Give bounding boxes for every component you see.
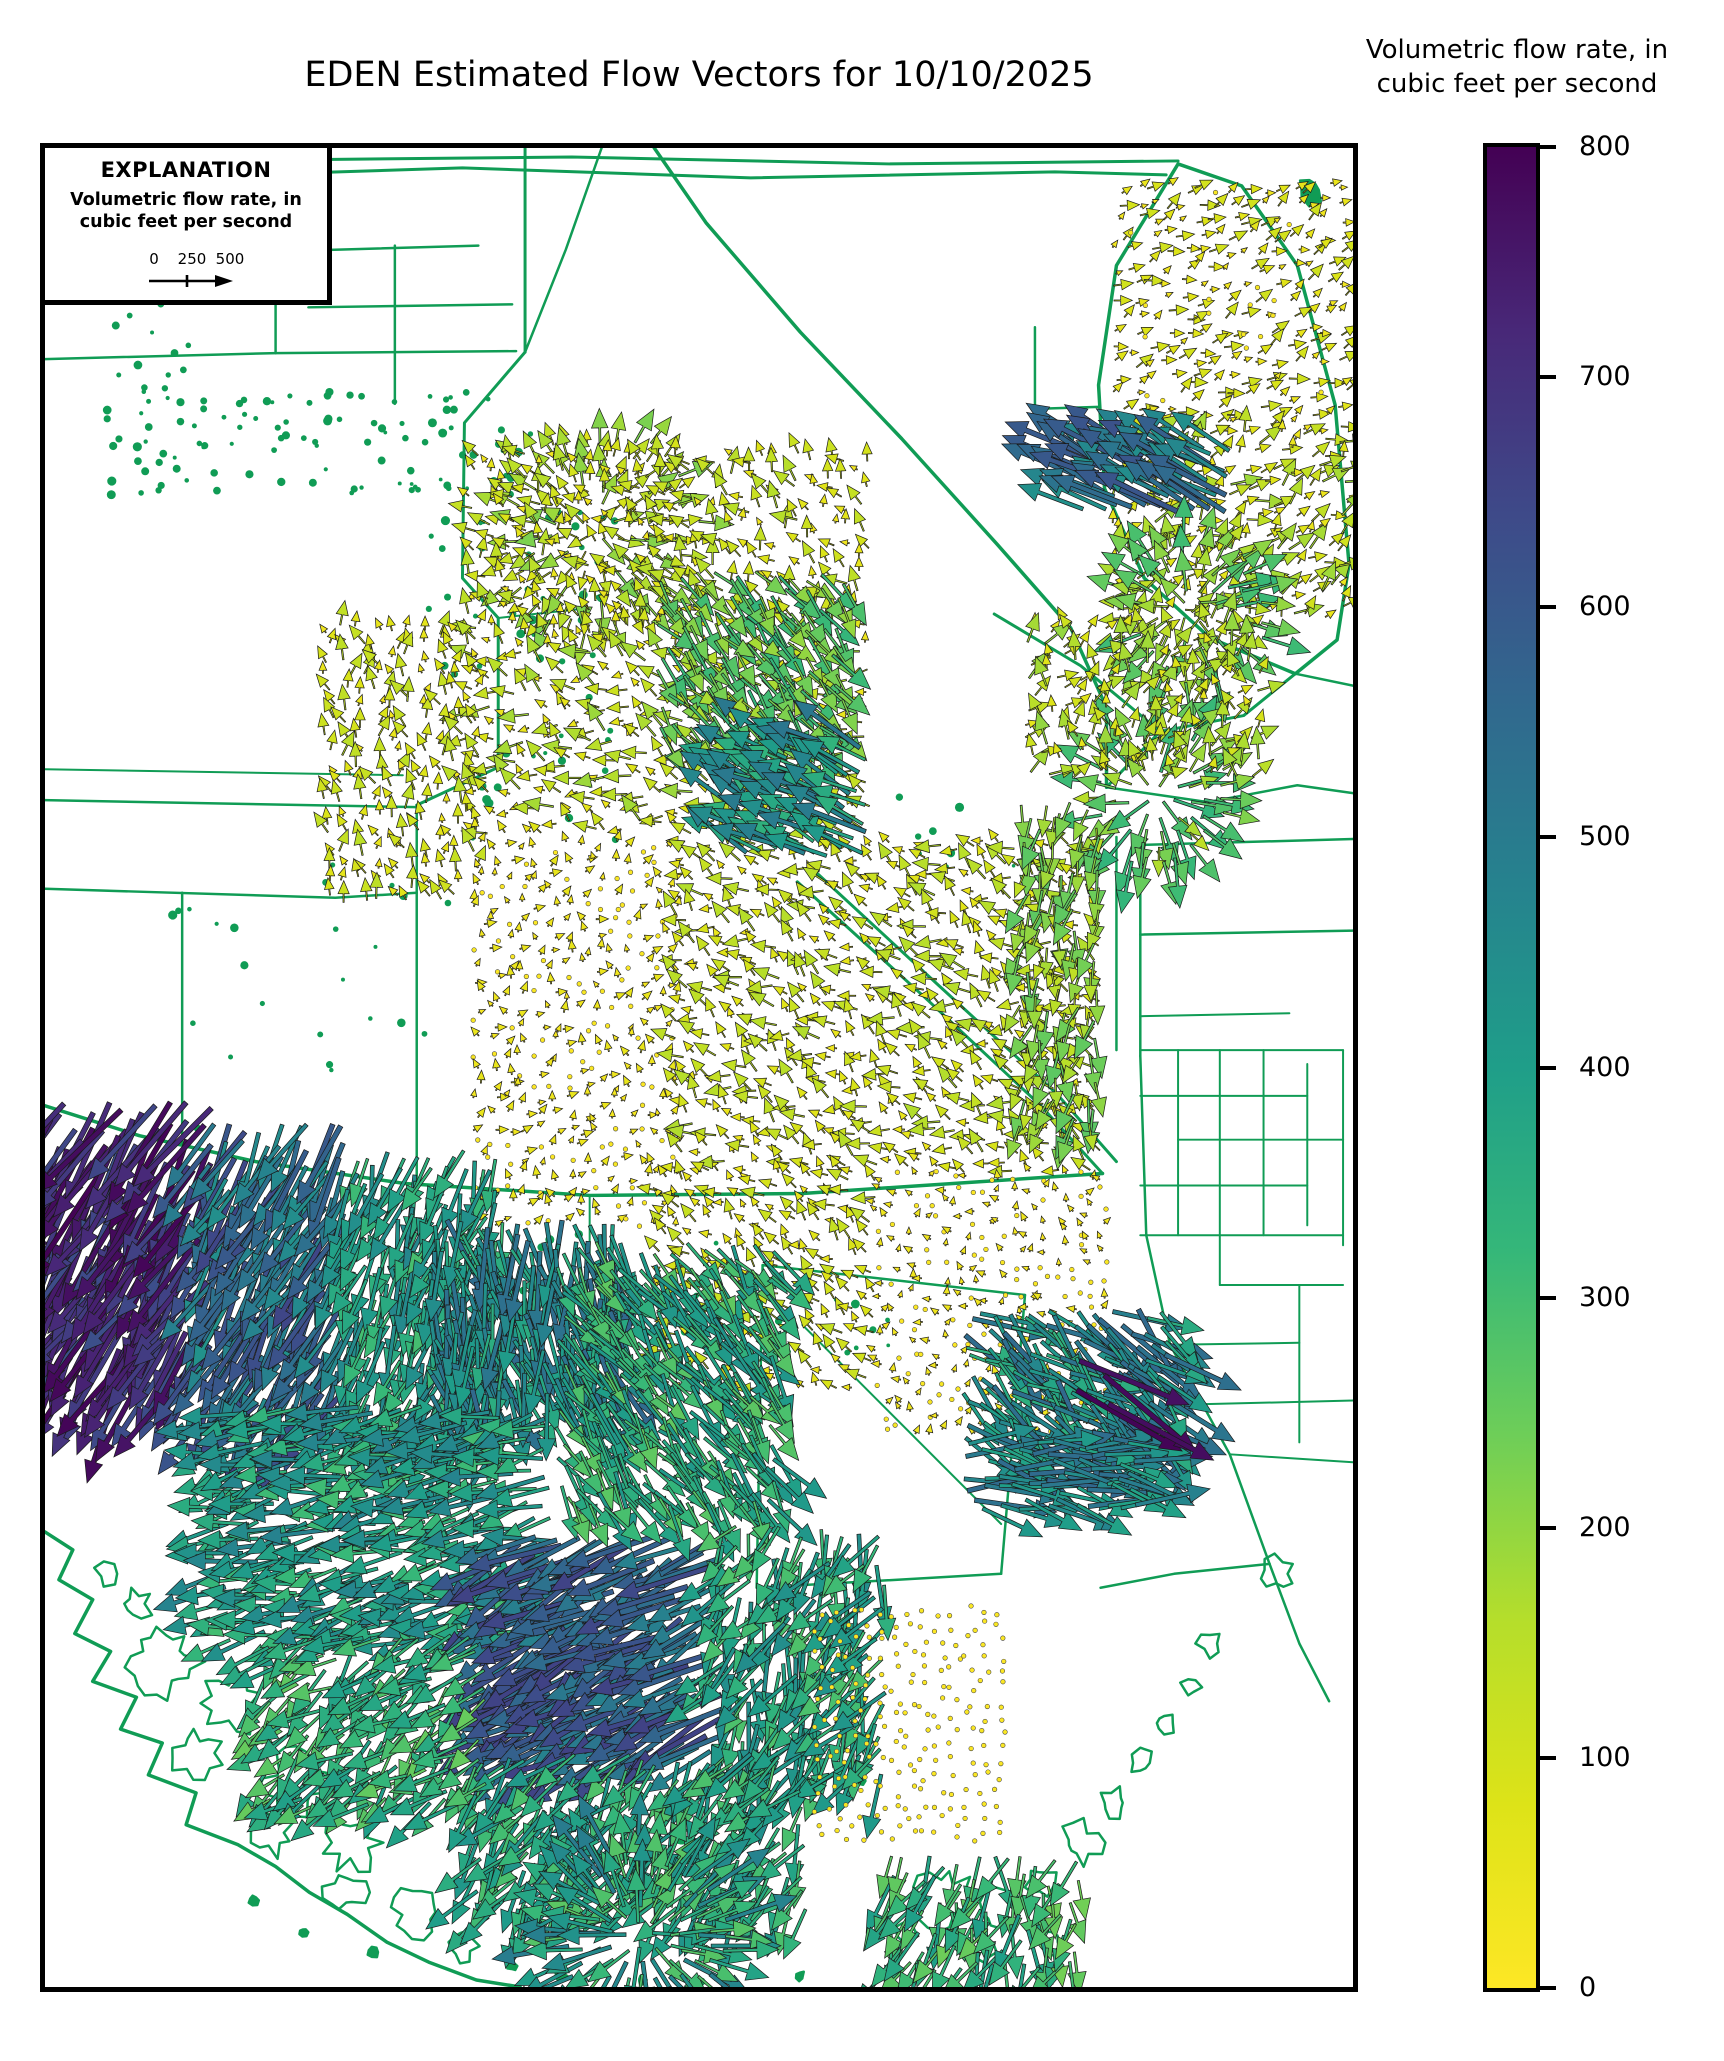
explanation-box: EXPLANATION Volumetric flow rate, in cub… xyxy=(40,143,332,305)
quiver-key-arrow-icon xyxy=(149,275,233,287)
flow-vector-map-canvas xyxy=(45,148,1353,1987)
explanation-heading: EXPLANATION xyxy=(100,158,272,182)
colorbar-tick-label: 500 xyxy=(1579,821,1631,853)
explanation-subheading-line2: cubic feet per second xyxy=(79,211,293,232)
explanation-subheading-line1: Volumetric flow rate, in xyxy=(70,190,302,210)
scale-tick-250: 250 xyxy=(177,250,207,268)
scale-tick-500: 500 xyxy=(215,250,245,268)
scale-tick-0: 0 xyxy=(149,250,159,268)
figure-title: EDEN Estimated Flow Vectors for 10/10/20… xyxy=(304,55,1094,95)
colorbar-title: Volumetric flow rate, in cubic feet per … xyxy=(1310,33,1724,102)
colorbar xyxy=(1483,143,1540,1992)
colorbar-tick-label: 700 xyxy=(1579,361,1631,393)
colorbar-tick-label: 100 xyxy=(1579,1741,1631,1773)
colorbar-tick-label: 200 xyxy=(1579,1511,1631,1543)
colorbar-gradient xyxy=(1487,147,1536,1988)
colorbar-tick-label: 600 xyxy=(1579,591,1631,623)
map-frame xyxy=(40,143,1358,1992)
colorbar-tick-label: 400 xyxy=(1579,1051,1631,1083)
colorbar-title-line1: Volumetric flow rate, in xyxy=(1365,35,1669,65)
colorbar-tick-label: 0 xyxy=(1579,1972,1597,2003)
colorbar-title-line2: cubic feet per second xyxy=(1376,69,1658,100)
colorbar-tick-label: 800 xyxy=(1579,131,1631,162)
explanation-subheading: Volumetric flow rate, in cubic feet per … xyxy=(45,190,327,234)
colorbar-tick-label: 300 xyxy=(1579,1281,1631,1313)
